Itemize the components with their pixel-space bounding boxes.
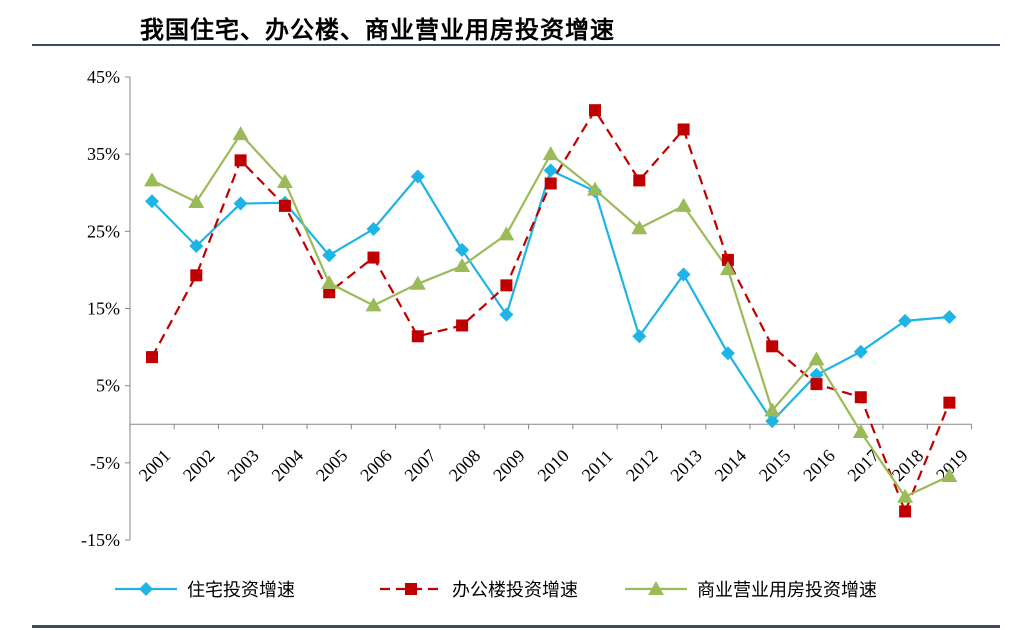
- x-tick-label: 2016: [799, 445, 839, 485]
- x-tick-label: 2004: [268, 445, 308, 485]
- y-tick-label: -5%: [90, 453, 120, 473]
- y-tick-label: 5%: [96, 376, 120, 396]
- data-point-s3: [542, 146, 559, 161]
- data-point-s1: [366, 222, 381, 237]
- data-point-s1: [499, 307, 514, 322]
- data-point-s2: [500, 279, 513, 292]
- legend-label-3: 商业营业用房投资增速: [697, 580, 877, 601]
- data-point-s1: [942, 309, 957, 324]
- y-tick-label: 25%: [87, 221, 120, 241]
- data-point-s2: [677, 123, 690, 136]
- data-point-s2: [278, 199, 291, 212]
- x-tick-label: 2011: [578, 446, 617, 485]
- data-point-s3: [719, 261, 736, 276]
- data-point-s2: [721, 253, 734, 266]
- data-point-s3: [144, 172, 160, 187]
- x-tick-label: 2007: [400, 445, 440, 485]
- legend-label-2: 办公楼投资增速: [452, 580, 578, 601]
- data-point-s1: [543, 163, 558, 178]
- data-point-s2: [146, 351, 158, 364]
- data-point-s2: [323, 286, 336, 299]
- chart-title: 我国住宅、办公楼、商业营业用房投资增速: [140, 16, 615, 44]
- data-point-s1: [410, 169, 425, 184]
- data-point-s1: [720, 346, 735, 361]
- data-point-s2: [854, 391, 867, 404]
- x-tick-label: 2008: [445, 445, 485, 485]
- data-point-s3: [587, 181, 603, 196]
- legend-marker-1: [139, 582, 153, 596]
- data-point-s2: [234, 154, 247, 167]
- x-tick-label: 2013: [666, 445, 706, 485]
- data-point-s2: [766, 340, 779, 353]
- x-tick-label: 2001: [135, 445, 175, 485]
- legend-marker-3: [648, 581, 664, 595]
- data-point-s1: [765, 414, 780, 429]
- data-point-s2: [411, 330, 424, 343]
- data-point-s2: [544, 177, 557, 190]
- data-point-s3: [232, 126, 249, 141]
- data-point-s2: [810, 378, 823, 391]
- x-tick-label: 2009: [489, 445, 529, 485]
- data-point-s2: [190, 269, 203, 282]
- data-point-s1: [145, 194, 159, 209]
- data-point-s2: [899, 505, 912, 518]
- data-point-s1: [322, 248, 337, 263]
- data-point-s3: [498, 226, 515, 241]
- series-layer: [144, 104, 958, 518]
- x-tick-label: 2010: [533, 445, 573, 485]
- y-tick-label: 35%: [87, 144, 120, 164]
- data-point-s3: [631, 220, 648, 235]
- data-point-s3: [409, 275, 426, 290]
- y-tick-label: 45%: [87, 67, 120, 87]
- data-point-s2: [367, 251, 380, 264]
- data-point-s3: [365, 297, 382, 312]
- data-point-s2: [633, 174, 646, 187]
- data-point-s2: [943, 396, 956, 409]
- y-tick-label: 15%: [87, 299, 120, 319]
- data-point-s3: [897, 488, 914, 503]
- x-tick-label: 2017: [843, 445, 883, 485]
- bottom-divider: [32, 625, 1000, 628]
- data-point-s1: [898, 313, 913, 328]
- data-point-s3: [764, 402, 781, 417]
- legend-label-1: 住宅投资增速: [187, 580, 295, 601]
- legend-marker-2: [405, 583, 417, 595]
- data-point-s1: [455, 242, 470, 257]
- data-point-s2: [589, 104, 601, 117]
- x-tick-label: 2002: [179, 445, 219, 485]
- data-point-s1: [632, 329, 647, 344]
- data-point-s2: [456, 319, 469, 332]
- x-tick-label: 2015: [755, 445, 795, 485]
- top-divider: [32, 44, 1000, 46]
- y-tick-label: -15%: [81, 530, 120, 550]
- x-tick-label: 2012: [622, 445, 662, 485]
- data-point-s1: [189, 238, 204, 253]
- data-point-s1: [853, 344, 868, 359]
- data-point-s3: [276, 173, 293, 188]
- x-tick-label: 2006: [356, 445, 396, 485]
- data-point-s3: [321, 275, 338, 290]
- data-point-s1: [676, 267, 691, 282]
- data-point-s3: [454, 258, 471, 273]
- data-point-s3: [188, 194, 205, 209]
- x-tick-label: 2014: [711, 445, 751, 485]
- x-tick-label: 2005: [312, 445, 352, 485]
- legend: 住宅投资增速 办公楼投资增速 商业营业用房投资增速: [115, 580, 877, 601]
- data-point-s3: [941, 467, 958, 482]
- data-point-s3: [852, 423, 869, 438]
- data-point-s1: [233, 196, 248, 211]
- series-line-1: [151, 168, 950, 423]
- x-tick-label: 2003: [223, 445, 263, 485]
- axes: -15%-5%5%15%25%35%45%2001 2002 2003 2004 200…: [81, 67, 973, 550]
- data-point-s3: [675, 197, 692, 212]
- data-point-s3: [808, 351, 825, 366]
